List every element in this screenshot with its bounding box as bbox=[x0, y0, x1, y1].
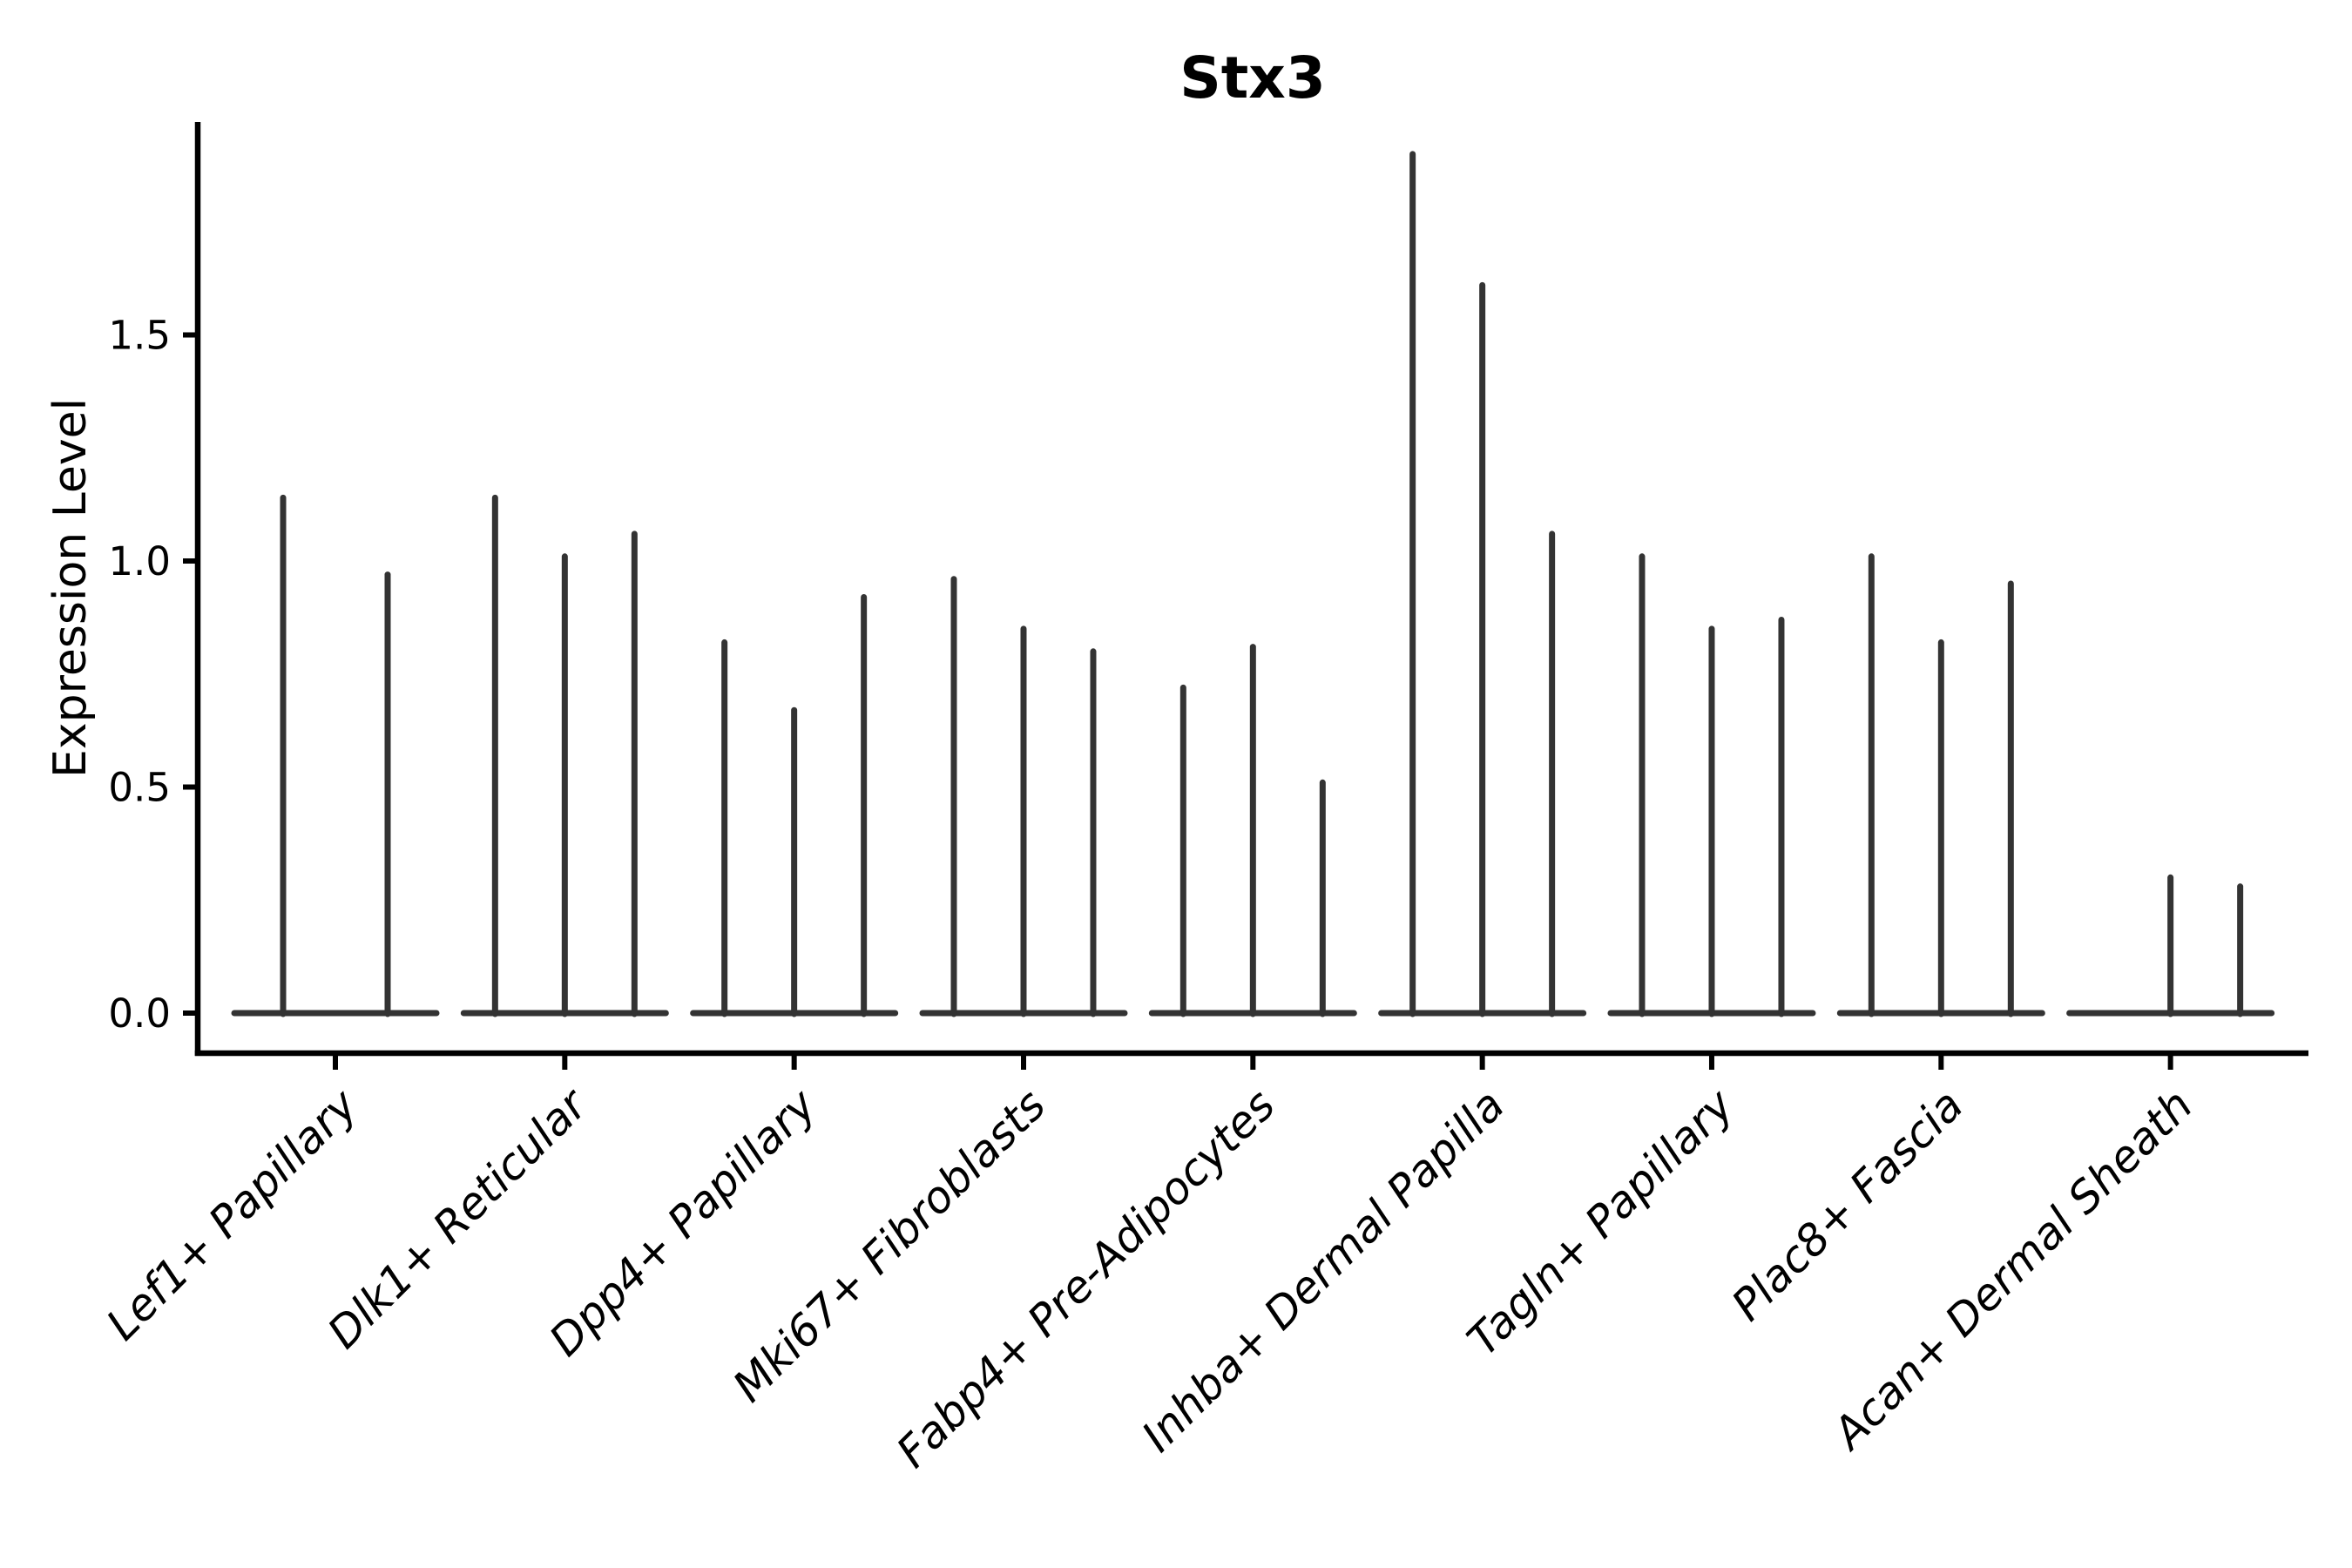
x-tick-label: Fabp4+ Pre-Adipocytes bbox=[887, 1079, 1285, 1477]
y-axis-label: Expression Level bbox=[44, 398, 97, 778]
x-tick-label: Plac8+ Fascia bbox=[1722, 1079, 1973, 1330]
y-axis-ticks: 0.0 0.5 1.0 1.5 bbox=[108, 312, 198, 1037]
y-tick-label: 0.5 bbox=[108, 764, 171, 810]
x-tick-label: Acan+ Dermal Sheath bbox=[1821, 1079, 2202, 1460]
x-axis-ticks bbox=[333, 1053, 2173, 1070]
y-tick-label: 1.5 bbox=[108, 312, 171, 358]
plot-title: Stx3 bbox=[1179, 44, 1326, 112]
y-tick-label: 0.0 bbox=[108, 990, 171, 1037]
violins bbox=[231, 151, 2275, 1017]
y-tick-label: 1.0 bbox=[108, 538, 171, 585]
x-tick-label: Inhba+ Dermal Papilla bbox=[1132, 1079, 1514, 1461]
x-tick-label: Lef1+ Papillary bbox=[97, 1078, 368, 1349]
